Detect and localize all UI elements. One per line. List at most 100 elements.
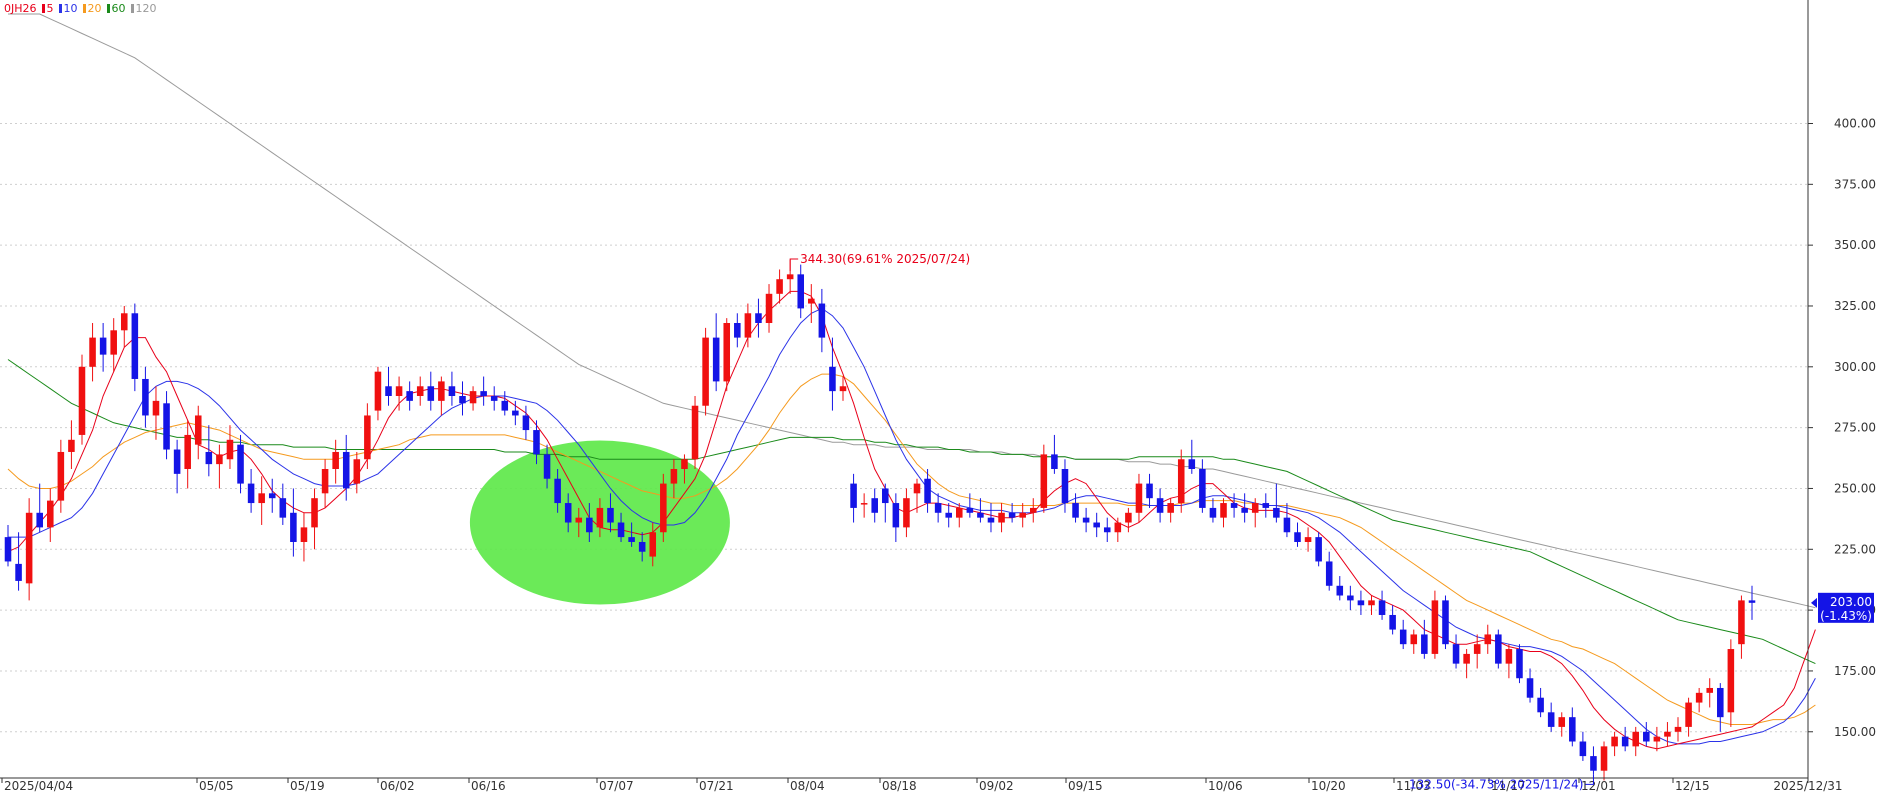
candle (247, 468, 255, 513)
candle-body (1442, 600, 1449, 645)
candle-body (501, 400, 509, 411)
candle (913, 478, 921, 513)
candle-body (660, 483, 667, 533)
candle (1241, 493, 1248, 523)
candle (1325, 551, 1333, 591)
x-tick-label: 08/04 (790, 779, 825, 793)
chart-legend: 0JH26 5 10 20 60 120 (4, 2, 157, 15)
candle (1495, 629, 1502, 669)
candle (1590, 746, 1597, 775)
candle (808, 284, 815, 324)
candle-body (385, 386, 392, 396)
candle (237, 434, 244, 494)
candle (903, 488, 910, 538)
candle-body (755, 313, 762, 324)
candle-body (712, 337, 720, 382)
candle (1643, 722, 1650, 747)
x-tick-label: 05/05 (199, 779, 234, 793)
candle-body (681, 459, 688, 469)
candle-body (226, 439, 234, 460)
candle (575, 507, 583, 538)
candle (15, 532, 22, 591)
candle-body (268, 493, 276, 499)
candle (628, 522, 635, 547)
candle-body (1251, 503, 1259, 513)
y-tick-label: 150.00 (1834, 725, 1876, 739)
candle-body (850, 483, 857, 508)
legend-ma60: 60 (106, 2, 126, 15)
candle-body (575, 517, 583, 523)
candle (607, 493, 614, 533)
candle (839, 376, 847, 401)
candle-body (332, 451, 339, 469)
candle-body (1368, 600, 1375, 606)
candle-body (1199, 468, 1206, 508)
candle-body (786, 274, 794, 280)
candle (173, 439, 181, 494)
y-tick-label: 325.00 (1834, 299, 1876, 313)
candle-body (1505, 649, 1513, 664)
candle (1283, 503, 1291, 538)
y-tick-label: 375.00 (1834, 177, 1876, 191)
candle (501, 391, 509, 416)
candle (1431, 590, 1439, 659)
candle-body (1579, 741, 1587, 757)
candle-body (723, 323, 731, 382)
x-tick-label: 11/17 (1491, 779, 1526, 793)
candle-body (871, 498, 878, 513)
candle-body (1029, 507, 1037, 513)
candle-body (1569, 717, 1576, 742)
candle-body (89, 337, 96, 367)
candle (987, 503, 995, 533)
candle-body (1431, 600, 1439, 654)
candle (311, 488, 318, 550)
candle-body (522, 415, 530, 431)
candle (406, 381, 413, 411)
candle-body (1325, 561, 1333, 586)
candle (850, 473, 857, 523)
candle (1674, 717, 1682, 742)
candle (1717, 683, 1724, 732)
candle-body (258, 493, 265, 504)
candle (1273, 483, 1280, 523)
last-price-value: 203.00 (1830, 595, 1872, 609)
x-tick-label: 11/03 (1396, 779, 1431, 793)
candle (1516, 644, 1523, 684)
candle-body (734, 323, 741, 338)
candle-body (15, 563, 22, 581)
candle (543, 444, 551, 489)
candle (554, 468, 561, 513)
candle (364, 403, 371, 469)
candle (4, 524, 12, 567)
candle-body (596, 507, 604, 528)
candle (1251, 498, 1259, 528)
x-tick-label: 09/15 (1068, 779, 1103, 793)
candle (1389, 605, 1396, 635)
candle-body (1695, 692, 1703, 703)
candle-body (1410, 634, 1418, 645)
candle-body (586, 517, 593, 533)
candle (765, 284, 773, 333)
candle (300, 512, 308, 562)
candle-body (110, 330, 117, 355)
candle-body (1590, 756, 1597, 771)
candle (934, 493, 942, 523)
annotation-high-leader (789, 258, 799, 272)
moving-average-lines (7, 13, 1816, 750)
y-tick-label: 225.00 (1834, 542, 1876, 556)
y-tick-label: 250.00 (1834, 481, 1876, 495)
candle (226, 425, 234, 469)
candle (480, 376, 487, 406)
candle-body (427, 386, 435, 401)
candle-body (173, 449, 181, 474)
candle-body (1072, 503, 1079, 518)
candle (1199, 459, 1206, 513)
candle-body (628, 537, 635, 542)
candle (110, 318, 117, 372)
last-price-box (1818, 592, 1874, 623)
candle (1304, 527, 1312, 552)
candle (1706, 678, 1713, 708)
candle-body (1357, 600, 1365, 606)
candle-body (860, 503, 868, 505)
